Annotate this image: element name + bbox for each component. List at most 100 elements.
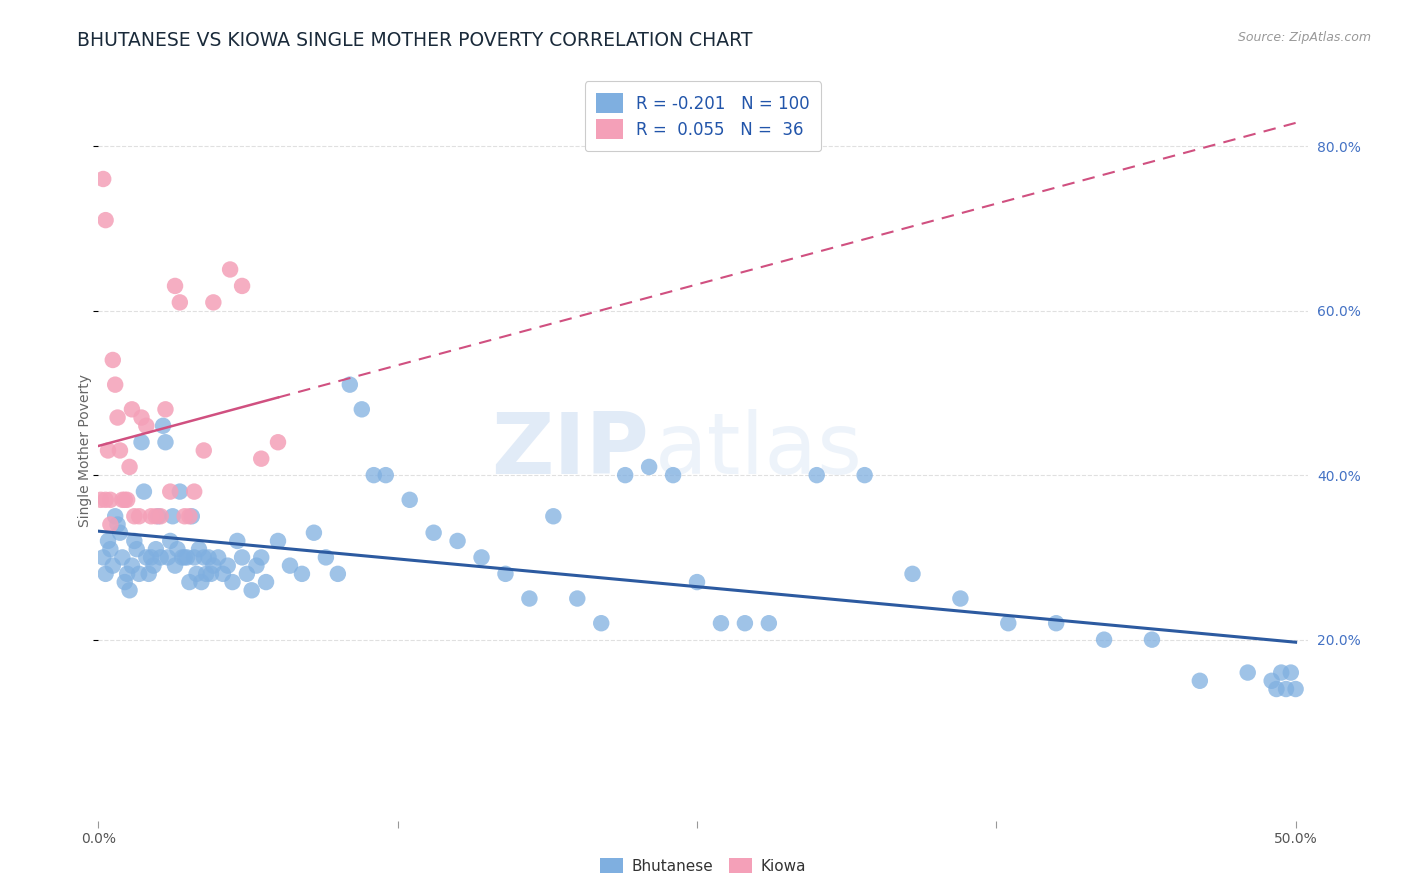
Point [114, 492, 136, 507]
Point [163, 558, 186, 573]
Point [519, 591, 541, 606]
Point [662, 468, 685, 483]
Point [202, 558, 225, 573]
Point [111, 550, 134, 565]
Point [302, 525, 325, 540]
Point [183, 550, 205, 565]
Point [197, 550, 219, 565]
Point [997, 616, 1019, 631]
Point [278, 558, 301, 573]
Point [219, 262, 242, 277]
Point [135, 550, 157, 565]
Point [901, 566, 924, 581]
Point [591, 616, 613, 631]
Point [217, 558, 239, 573]
Point [131, 410, 153, 425]
Point [91, 172, 114, 186]
Point [1045, 616, 1067, 631]
Point [446, 533, 468, 548]
Point [254, 575, 277, 590]
Point [226, 533, 249, 548]
Point [543, 509, 565, 524]
Point [614, 468, 637, 483]
Point [173, 509, 195, 524]
Point [100, 542, 122, 557]
Point [236, 566, 259, 581]
Point [139, 509, 162, 524]
Point [173, 550, 195, 565]
Point [686, 575, 709, 590]
Point [139, 550, 162, 565]
Point [94, 213, 117, 227]
Point [200, 566, 222, 581]
Point [250, 451, 273, 466]
Y-axis label: Single Mother Poverty: Single Mother Poverty [79, 374, 93, 527]
Point [949, 591, 972, 606]
Text: ZIP: ZIP [491, 409, 648, 492]
Point [212, 566, 235, 581]
Point [422, 525, 444, 540]
Text: atlas: atlas [655, 409, 863, 492]
Point [326, 566, 349, 581]
Point [195, 566, 218, 581]
Point [148, 509, 170, 524]
Point [132, 484, 155, 499]
Point [100, 492, 122, 507]
Point [1270, 665, 1292, 680]
Point [169, 295, 191, 310]
Point [94, 566, 117, 581]
Point [149, 550, 172, 565]
Point [128, 566, 150, 581]
Point [1188, 673, 1211, 688]
Point [363, 468, 385, 483]
Point [104, 377, 127, 392]
Point [172, 550, 194, 565]
Point [1275, 681, 1298, 696]
Point [152, 418, 174, 433]
Point [734, 616, 756, 631]
Point [190, 575, 212, 590]
Point [155, 402, 177, 417]
Point [149, 509, 172, 524]
Point [183, 484, 205, 499]
Point [250, 550, 273, 565]
Point [107, 410, 129, 425]
Point [339, 377, 361, 392]
Text: BHUTANESE VS KIOWA SINGLE MOTHER POVERTY CORRELATION CHART: BHUTANESE VS KIOWA SINGLE MOTHER POVERTY… [77, 31, 752, 50]
Legend: Bhutanese, Kiowa: Bhutanese, Kiowa [593, 852, 813, 880]
Point [806, 468, 828, 483]
Point [231, 550, 253, 565]
Point [186, 566, 208, 581]
Point [128, 509, 150, 524]
Point [90, 492, 112, 507]
Point [176, 550, 198, 565]
Point [108, 443, 131, 458]
Point [350, 402, 373, 417]
Point [111, 492, 134, 507]
Point [101, 353, 124, 368]
Point [291, 566, 314, 581]
Point [495, 566, 517, 581]
Point [207, 550, 229, 565]
Point [121, 402, 143, 417]
Point [145, 509, 167, 524]
Point [163, 279, 186, 293]
Point [115, 492, 138, 507]
Point [758, 616, 780, 631]
Point [107, 517, 129, 532]
Point [159, 484, 181, 499]
Point [91, 550, 114, 565]
Point [104, 509, 127, 524]
Point [398, 492, 420, 507]
Point [245, 558, 267, 573]
Point [710, 616, 733, 631]
Point [131, 435, 153, 450]
Point [162, 509, 184, 524]
Point [231, 279, 253, 293]
Point [221, 575, 243, 590]
Point [115, 566, 138, 581]
Point [100, 517, 122, 532]
Point [142, 558, 165, 573]
Point [97, 443, 120, 458]
Point [267, 435, 290, 450]
